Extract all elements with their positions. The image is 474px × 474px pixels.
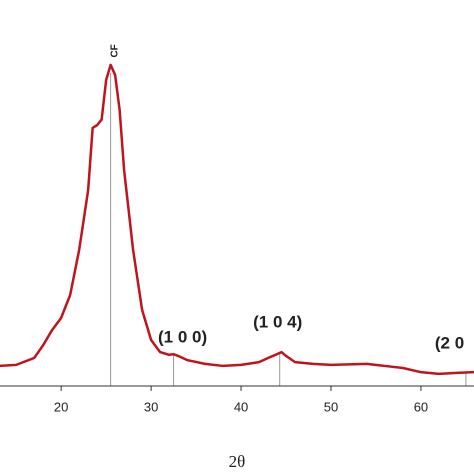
line (0, 63, 474, 376)
x-tick-label: 20 (54, 399, 68, 414)
reference-label: CF (109, 44, 120, 57)
reference-label: (2 0 (435, 333, 464, 352)
x-tick-label: 40 (234, 399, 248, 414)
x-tick-label: 50 (324, 399, 338, 414)
x-tick-label: 60 (414, 399, 428, 414)
reference-label: (1 0 4) (253, 312, 302, 331)
x-tick-label: 30 (144, 399, 158, 414)
reference-label: (1 0 0) (158, 327, 207, 346)
x-axis-label: 2θ (229, 452, 246, 471)
